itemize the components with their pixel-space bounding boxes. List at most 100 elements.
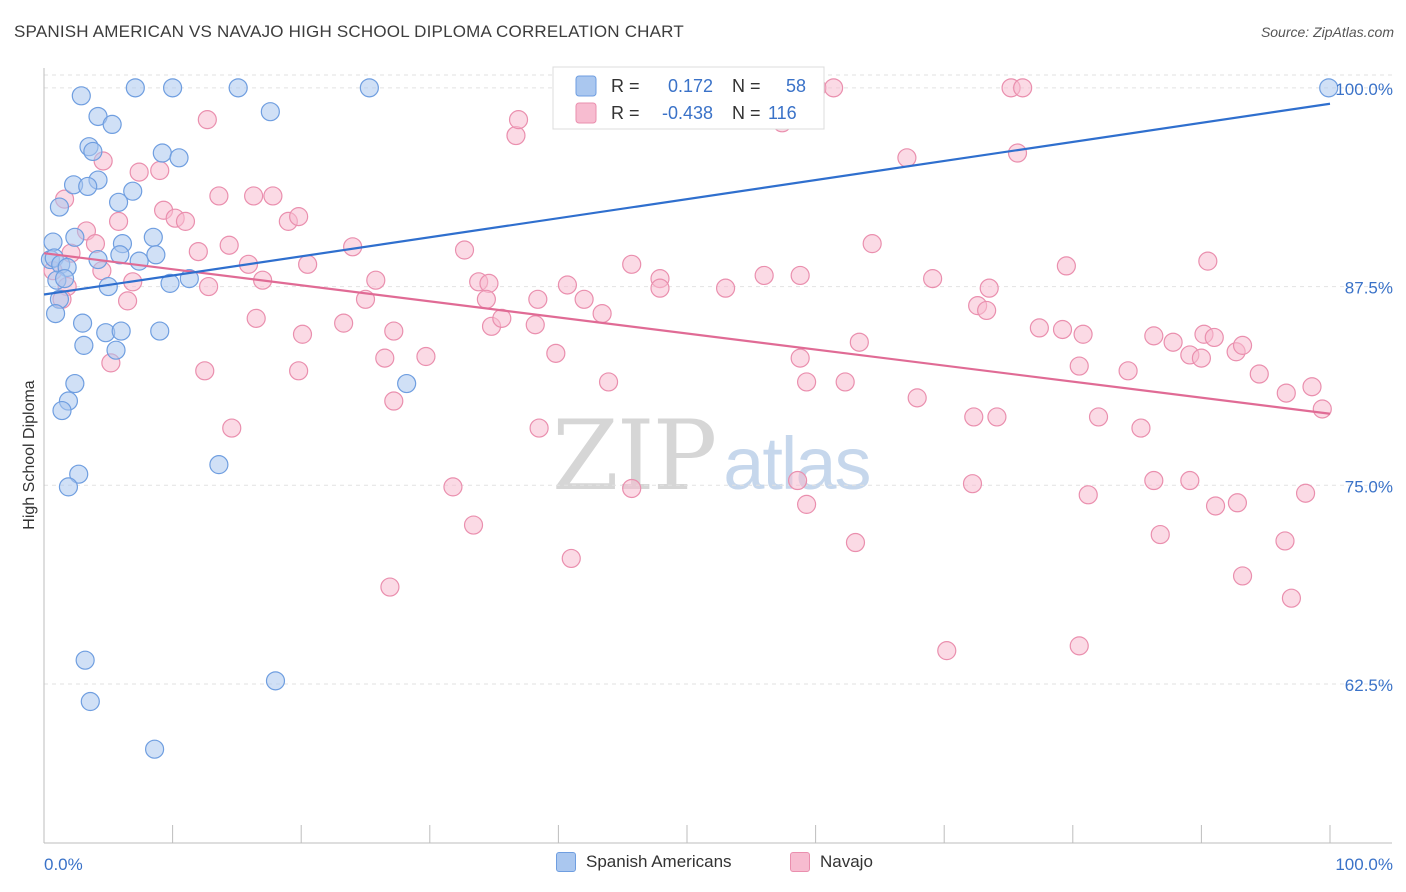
navajo-point xyxy=(380,577,400,597)
spanish-americans-point xyxy=(65,227,85,247)
navajo-point xyxy=(529,418,549,438)
spanish-americans-point xyxy=(209,455,229,475)
navajo-point xyxy=(1227,493,1248,513)
navajo-point xyxy=(987,407,1007,427)
watermark-atlas: atlas xyxy=(723,422,871,505)
navajo-point xyxy=(188,241,208,262)
spanish-americans-point xyxy=(150,321,170,341)
axes xyxy=(43,68,1392,844)
navajo-point xyxy=(598,372,619,392)
spanish-americans-point xyxy=(152,143,172,163)
series-legend: Spanish Americans Navajo xyxy=(0,852,1406,878)
navajo-point xyxy=(292,324,313,344)
navajo-point xyxy=(195,361,215,381)
spanish-americans-point xyxy=(43,232,63,252)
x-tick-label: 0.0% xyxy=(44,855,83,874)
spanish-americans-point xyxy=(160,273,180,293)
spanish-americans-point xyxy=(49,197,70,217)
stats-legend-swatch-pink xyxy=(575,102,597,124)
stats-legend-n-value: 58 xyxy=(786,76,806,96)
navajo-point xyxy=(715,278,736,298)
navajo-point xyxy=(849,332,869,352)
y-tick-label: 100.0% xyxy=(1335,80,1393,99)
navajo-point xyxy=(1295,483,1316,503)
navajo-point xyxy=(476,289,496,309)
legend-item-spanish-americans[interactable]: Spanish Americans xyxy=(556,852,732,872)
legend-swatch-blue xyxy=(556,852,576,872)
navajo-point xyxy=(506,125,526,146)
navajo-point xyxy=(129,162,149,182)
navajo-point xyxy=(1069,356,1089,376)
navajo-point xyxy=(561,548,581,569)
navajo-point xyxy=(937,641,957,661)
y-tick-label: 75.0% xyxy=(1345,477,1393,496)
navajo-point xyxy=(1150,524,1170,545)
navajo-point xyxy=(525,315,545,335)
navajo-point xyxy=(1144,326,1164,346)
navajo-point xyxy=(1249,364,1269,384)
spanish-americans-point xyxy=(54,269,75,289)
stats-legend-box xyxy=(552,66,825,130)
navajo-point xyxy=(824,78,844,98)
navajo-point xyxy=(1078,485,1098,505)
spanish-americans-point xyxy=(52,400,72,421)
spanish-americans-point xyxy=(108,192,129,212)
spanish-americans-point xyxy=(169,148,189,168)
spanish-americans-points xyxy=(40,78,1339,759)
navajo-point xyxy=(1007,143,1028,163)
navajo-point xyxy=(334,313,354,333)
spanish-americans-point xyxy=(397,373,417,394)
stats-legend-n-label: N = xyxy=(732,76,761,96)
spanish-americans-point xyxy=(110,245,130,265)
navajo-point xyxy=(787,470,808,491)
trend-lines xyxy=(43,102,1331,415)
navajo-point xyxy=(463,515,484,535)
spanish-americans-point xyxy=(111,321,131,341)
navajo-point xyxy=(384,321,404,341)
navajo-trend-line xyxy=(43,252,1331,415)
spanish-americans-point xyxy=(260,102,280,122)
navajo-point xyxy=(199,276,219,297)
navajo-point xyxy=(1069,636,1089,656)
legend-swatch-pink xyxy=(790,852,810,872)
spanish-americans-point xyxy=(75,650,95,670)
spanish-americans-point xyxy=(69,464,89,484)
navajo-point xyxy=(1191,348,1212,368)
navajo-point xyxy=(1205,496,1226,516)
legend-item-navajo[interactable]: Navajo xyxy=(790,852,873,872)
spanish-americans-trend-line xyxy=(43,102,1331,296)
navajo-point xyxy=(508,110,529,130)
stats-legend-r-label: R = xyxy=(611,76,640,96)
navajo-point xyxy=(622,478,642,499)
navajo-point xyxy=(1144,470,1164,491)
stats-legend: R = 0.172 N = 58 R = -0.438 N = 116 xyxy=(552,66,825,130)
navajo-point xyxy=(862,234,882,254)
navajo-point xyxy=(897,148,917,168)
spanish-americans-point xyxy=(144,739,165,759)
spanish-americans-point xyxy=(1319,78,1339,98)
navajo-point xyxy=(244,186,264,206)
navajo-point xyxy=(1302,377,1322,397)
navajo-point xyxy=(528,289,548,309)
navajo-point xyxy=(1013,78,1033,98)
spanish-americans-point xyxy=(163,78,183,98)
spanish-americans-point xyxy=(146,245,166,265)
y-tick-label: 62.5% xyxy=(1345,676,1393,695)
gridlines xyxy=(44,74,1392,685)
navajo-point xyxy=(246,308,266,328)
navajo-point xyxy=(108,211,129,231)
navajo-point xyxy=(366,270,386,290)
navajo-point xyxy=(454,240,475,260)
spanish-americans-point xyxy=(65,373,85,394)
spanish-americans-point xyxy=(265,671,286,691)
navajo-point xyxy=(923,269,943,289)
navajo-point xyxy=(175,211,196,231)
navajo-point xyxy=(1232,566,1253,586)
navajo-point xyxy=(375,348,395,368)
legend-label: Navajo xyxy=(820,852,873,871)
navajo-point xyxy=(574,289,594,309)
spanish-americans-point xyxy=(45,303,66,324)
navajo-point xyxy=(298,254,318,274)
navajo-point xyxy=(1275,531,1295,551)
navajo-point xyxy=(222,418,242,438)
